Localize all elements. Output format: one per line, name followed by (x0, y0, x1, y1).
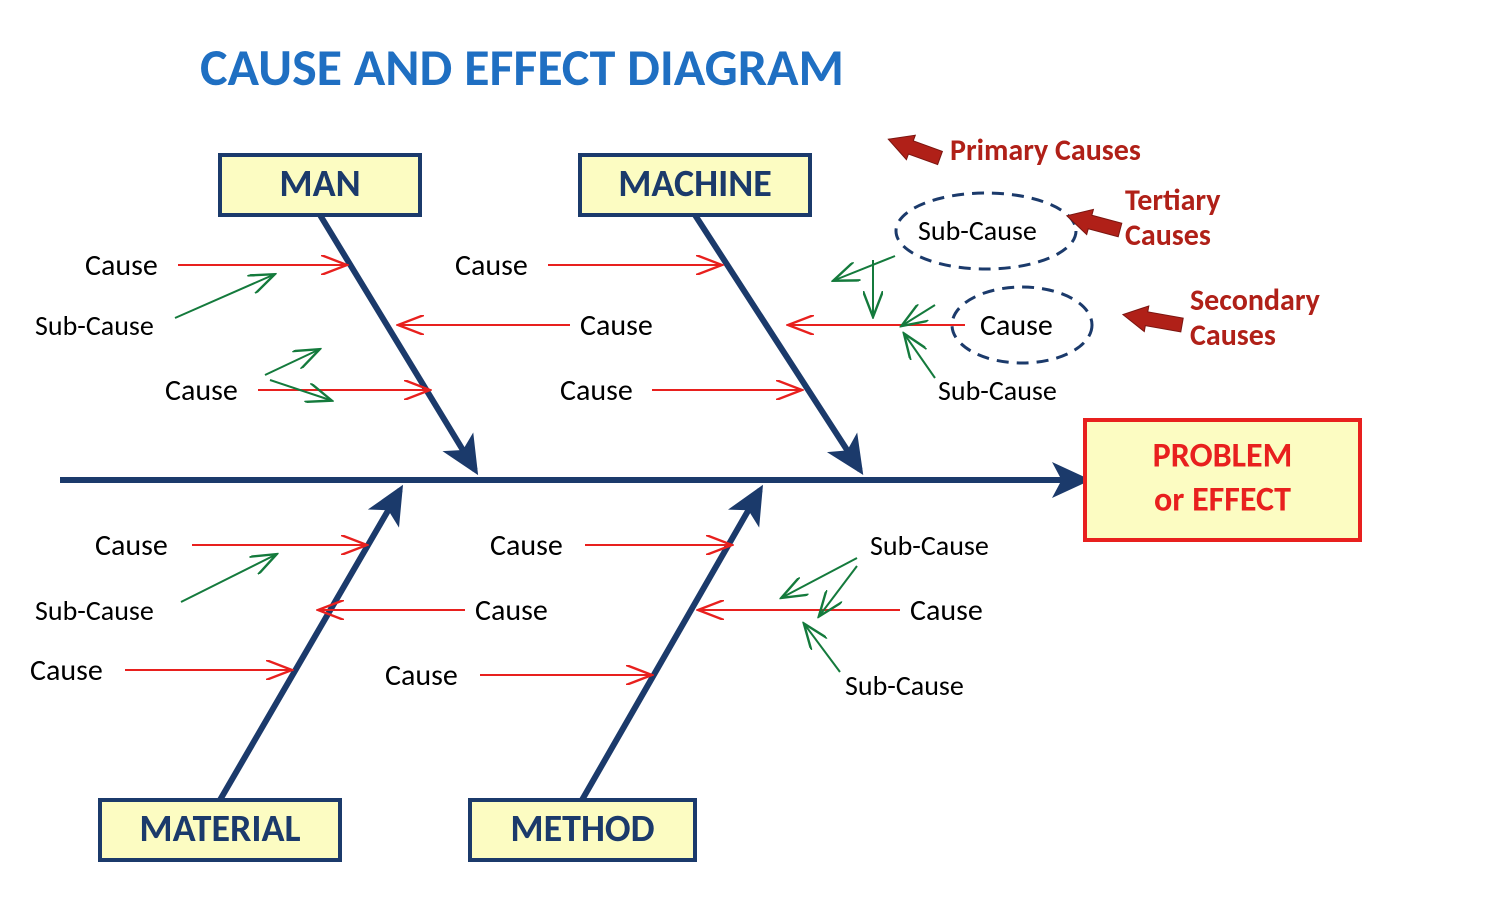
cause-label-7: Cause (980, 307, 1053, 344)
effect-line2: or EFFECT (1154, 479, 1291, 520)
annotation-text-2: Causes (1125, 217, 1211, 254)
annotation-arrow (1121, 302, 1185, 338)
cause-label-0: Cause (85, 247, 158, 284)
cause-label-11: Cause (30, 652, 103, 689)
cause-label-2: Cause (165, 372, 238, 409)
category-label-method: METHOD (510, 806, 654, 852)
cause-label-4: Cause (580, 307, 653, 344)
subcause-arrow-8 (783, 558, 857, 597)
cause-label-3: Cause (455, 247, 528, 284)
subcause-label-1: Sub-Cause (35, 308, 154, 343)
subcause-arrow-5 (903, 305, 935, 325)
annotation-text-1: Tertiary (1125, 182, 1221, 219)
category-method: METHOD (470, 800, 695, 860)
category-material: MATERIAL (100, 800, 340, 860)
category-label-machine: MACHINE (618, 161, 772, 207)
subcause-arrow-1 (265, 350, 318, 375)
cause-label-16: Cause (910, 592, 983, 629)
annotation-arrow (884, 127, 945, 170)
category-label-material: MATERIAL (139, 806, 300, 852)
cause-label-13: Cause (475, 592, 548, 629)
subcause-arrow-9 (820, 566, 857, 615)
effect-line1: PROBLEM (1153, 435, 1293, 476)
cause-label-9: Cause (95, 527, 168, 564)
category-label-man: MAN (279, 161, 360, 207)
subcause-arrow-6 (905, 335, 935, 378)
subcause-label-17: Sub-Cause (845, 668, 964, 703)
effect-box: PROBLEM or EFFECT (1085, 420, 1360, 540)
cause-label-5: Cause (560, 372, 633, 409)
labels-layer: Cause Sub-Cause Cause Cause Cause Cause Sub-Ca… (30, 213, 1057, 703)
bone-man (320, 215, 475, 470)
subcause-arrow-0 (175, 275, 273, 318)
annotation-text-0: Primary Causes (950, 132, 1141, 169)
bones-layer (220, 215, 860, 800)
subcause-arrow-7 (181, 555, 275, 602)
subcause-label-6: Sub-Cause (918, 213, 1037, 248)
annotation-text-4: Causes (1190, 317, 1276, 354)
diagram-title: CAUSE AND EFFECT DIAGRAM (200, 35, 844, 99)
subcause-label-15: Sub-Cause (870, 528, 989, 563)
subcause-label-10: Sub-Cause (35, 593, 154, 628)
bone-material (220, 490, 400, 800)
cause-label-12: Cause (490, 527, 563, 564)
subcause-arrow-3 (835, 256, 895, 280)
bone-method (582, 490, 760, 800)
subcause-arrow-10 (805, 625, 840, 672)
subcause-label-8: Sub-Cause (938, 373, 1057, 408)
cause-label-14: Cause (385, 657, 458, 694)
category-machine: MACHINE (580, 155, 810, 215)
bone-machine (695, 215, 860, 470)
category-man: MAN (220, 155, 420, 215)
annotation-text-3: Secondary (1190, 282, 1321, 319)
